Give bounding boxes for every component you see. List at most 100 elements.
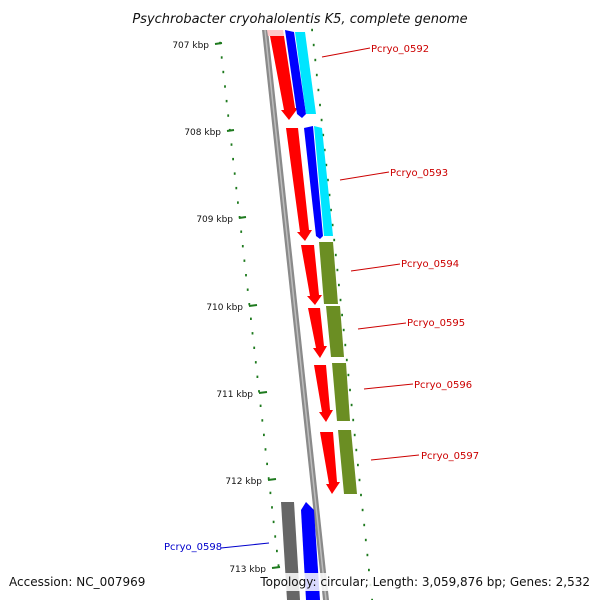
leader-0596 (363, 383, 414, 390)
gene-arrow-blue-0593[interactable] (304, 126, 323, 239)
outer-dot (345, 358, 348, 362)
tick-mark-711 (258, 391, 268, 394)
scale-dot (263, 433, 265, 437)
outer-dot (355, 448, 358, 452)
scale-dot (224, 85, 226, 88)
outer-dot (350, 403, 353, 407)
scale-dot (253, 346, 256, 349)
outer-dot (328, 193, 331, 197)
tick-mark-713 (271, 566, 281, 569)
leader-0598 (220, 542, 270, 549)
gene-label-0595[interactable]: Pcryo_0595 (407, 318, 465, 329)
scale-dot (266, 462, 268, 466)
gene-label-0597[interactable]: Pcryo_0597 (421, 451, 479, 462)
outer-dot (330, 208, 332, 212)
outer-dot (312, 43, 315, 47)
outer-dot (320, 118, 323, 122)
scale-dot (222, 70, 225, 74)
scale-dot (245, 274, 247, 277)
backbone-highlight (264, 29, 327, 600)
scale-dot (251, 332, 254, 335)
outer-dot (363, 523, 366, 527)
outer-dot (314, 58, 317, 62)
tick-label-707: 707 kbp (172, 41, 209, 51)
gene-label-0596[interactable]: Pcryo_0596 (414, 380, 472, 391)
gene-label-0594[interactable]: Pcryo_0594 (401, 259, 459, 270)
accession-text: Accession: NC_007969 (9, 575, 145, 589)
scale-dot (261, 419, 264, 422)
outer-dot (338, 283, 340, 287)
scale-dot (232, 157, 234, 161)
outer-dot (358, 478, 361, 482)
outer-dot (364, 538, 367, 542)
outer-dot (322, 133, 325, 137)
gene-arrow-blue-0592[interactable] (285, 30, 306, 118)
outer-dot (333, 238, 336, 242)
leader-0594 (350, 263, 401, 272)
tick-mark-709 (238, 216, 247, 219)
scale-dot (246, 288, 249, 291)
scale-dot (243, 259, 246, 262)
tick-label-710: 710 kbp (206, 303, 243, 313)
tick-label-712: 712 kbp (225, 477, 262, 487)
scale-dot (269, 491, 272, 495)
tick-label-708: 708 kbp (184, 128, 221, 138)
gene-arrow-olive-0596[interactable] (332, 363, 350, 421)
gene-label-0592[interactable]: Pcryo_0592 (371, 44, 429, 55)
outer-dot (349, 388, 351, 392)
cds-arrow-top-fragment (267, 30, 284, 36)
scale-dot (225, 99, 228, 103)
outer-dot (315, 73, 318, 77)
gene-arrow-cyan-0592[interactable] (295, 32, 316, 114)
leader-0597 (370, 454, 420, 461)
scale-dot (276, 549, 278, 553)
gene-arrow-olive-0595[interactable] (326, 306, 344, 357)
scale-dot (220, 56, 223, 59)
outer-dot (311, 28, 313, 32)
gene-arrow-olive-0594[interactable] (319, 242, 338, 304)
scale-dot (248, 303, 251, 306)
outer-dot (344, 343, 347, 347)
scale-dot (227, 114, 230, 117)
outer-dot (325, 163, 328, 167)
scale-dot (272, 520, 275, 524)
outer-dot (360, 493, 362, 497)
cds-arrow-0594[interactable] (301, 245, 322, 305)
outer-dot (366, 553, 369, 557)
map-title: Psychrobacter cryohalolentis K5, complet… (132, 12, 467, 27)
outer-dot (368, 568, 370, 572)
outer-dot (352, 418, 355, 422)
cds-arrow-0596[interactable] (314, 365, 333, 422)
outer-dot (319, 103, 321, 107)
outer-dot (331, 223, 334, 227)
summary-text: Topology: circular; Length: 3,059,876 bp… (259, 575, 590, 589)
feature-tracks (267, 30, 357, 600)
gene-arrow-cyan-0593[interactable] (314, 126, 333, 236)
outer-dot (347, 373, 350, 377)
tick-label-711: 711 kbp (216, 390, 253, 400)
gene-arrow-olive-0597[interactable] (338, 430, 357, 494)
leader-0593 (339, 171, 390, 181)
scale-dot (254, 361, 257, 364)
cds-arrow-0597[interactable] (320, 432, 340, 494)
scale-dot (258, 390, 260, 393)
leader-0595 (357, 322, 407, 330)
cds-arrow-0595[interactable] (308, 308, 327, 358)
scale-dot (235, 186, 238, 190)
tick-mark-708 (226, 129, 235, 132)
gene-label-0593[interactable]: Pcryo_0593 (390, 168, 448, 179)
outer-dot (339, 298, 342, 302)
label-leaders (220, 47, 420, 549)
outer-dot (323, 148, 326, 152)
gene-label-0598[interactable]: Pcryo_0598 (164, 542, 222, 553)
scale-dot (264, 448, 267, 451)
scale-dot (259, 404, 262, 407)
cds-arrow-0593[interactable] (286, 128, 312, 241)
gene-labels: Pcryo_0592 Pcryo_0593 Pcryo_0594 Pcryo_0… (164, 44, 479, 553)
scale-dot (241, 245, 244, 248)
outer-dot (327, 178, 329, 182)
scale-dotted-line (219, 41, 281, 582)
cds-arrow-0592[interactable] (270, 36, 298, 120)
scale-dot (277, 564, 280, 567)
outer-dot (342, 328, 345, 332)
